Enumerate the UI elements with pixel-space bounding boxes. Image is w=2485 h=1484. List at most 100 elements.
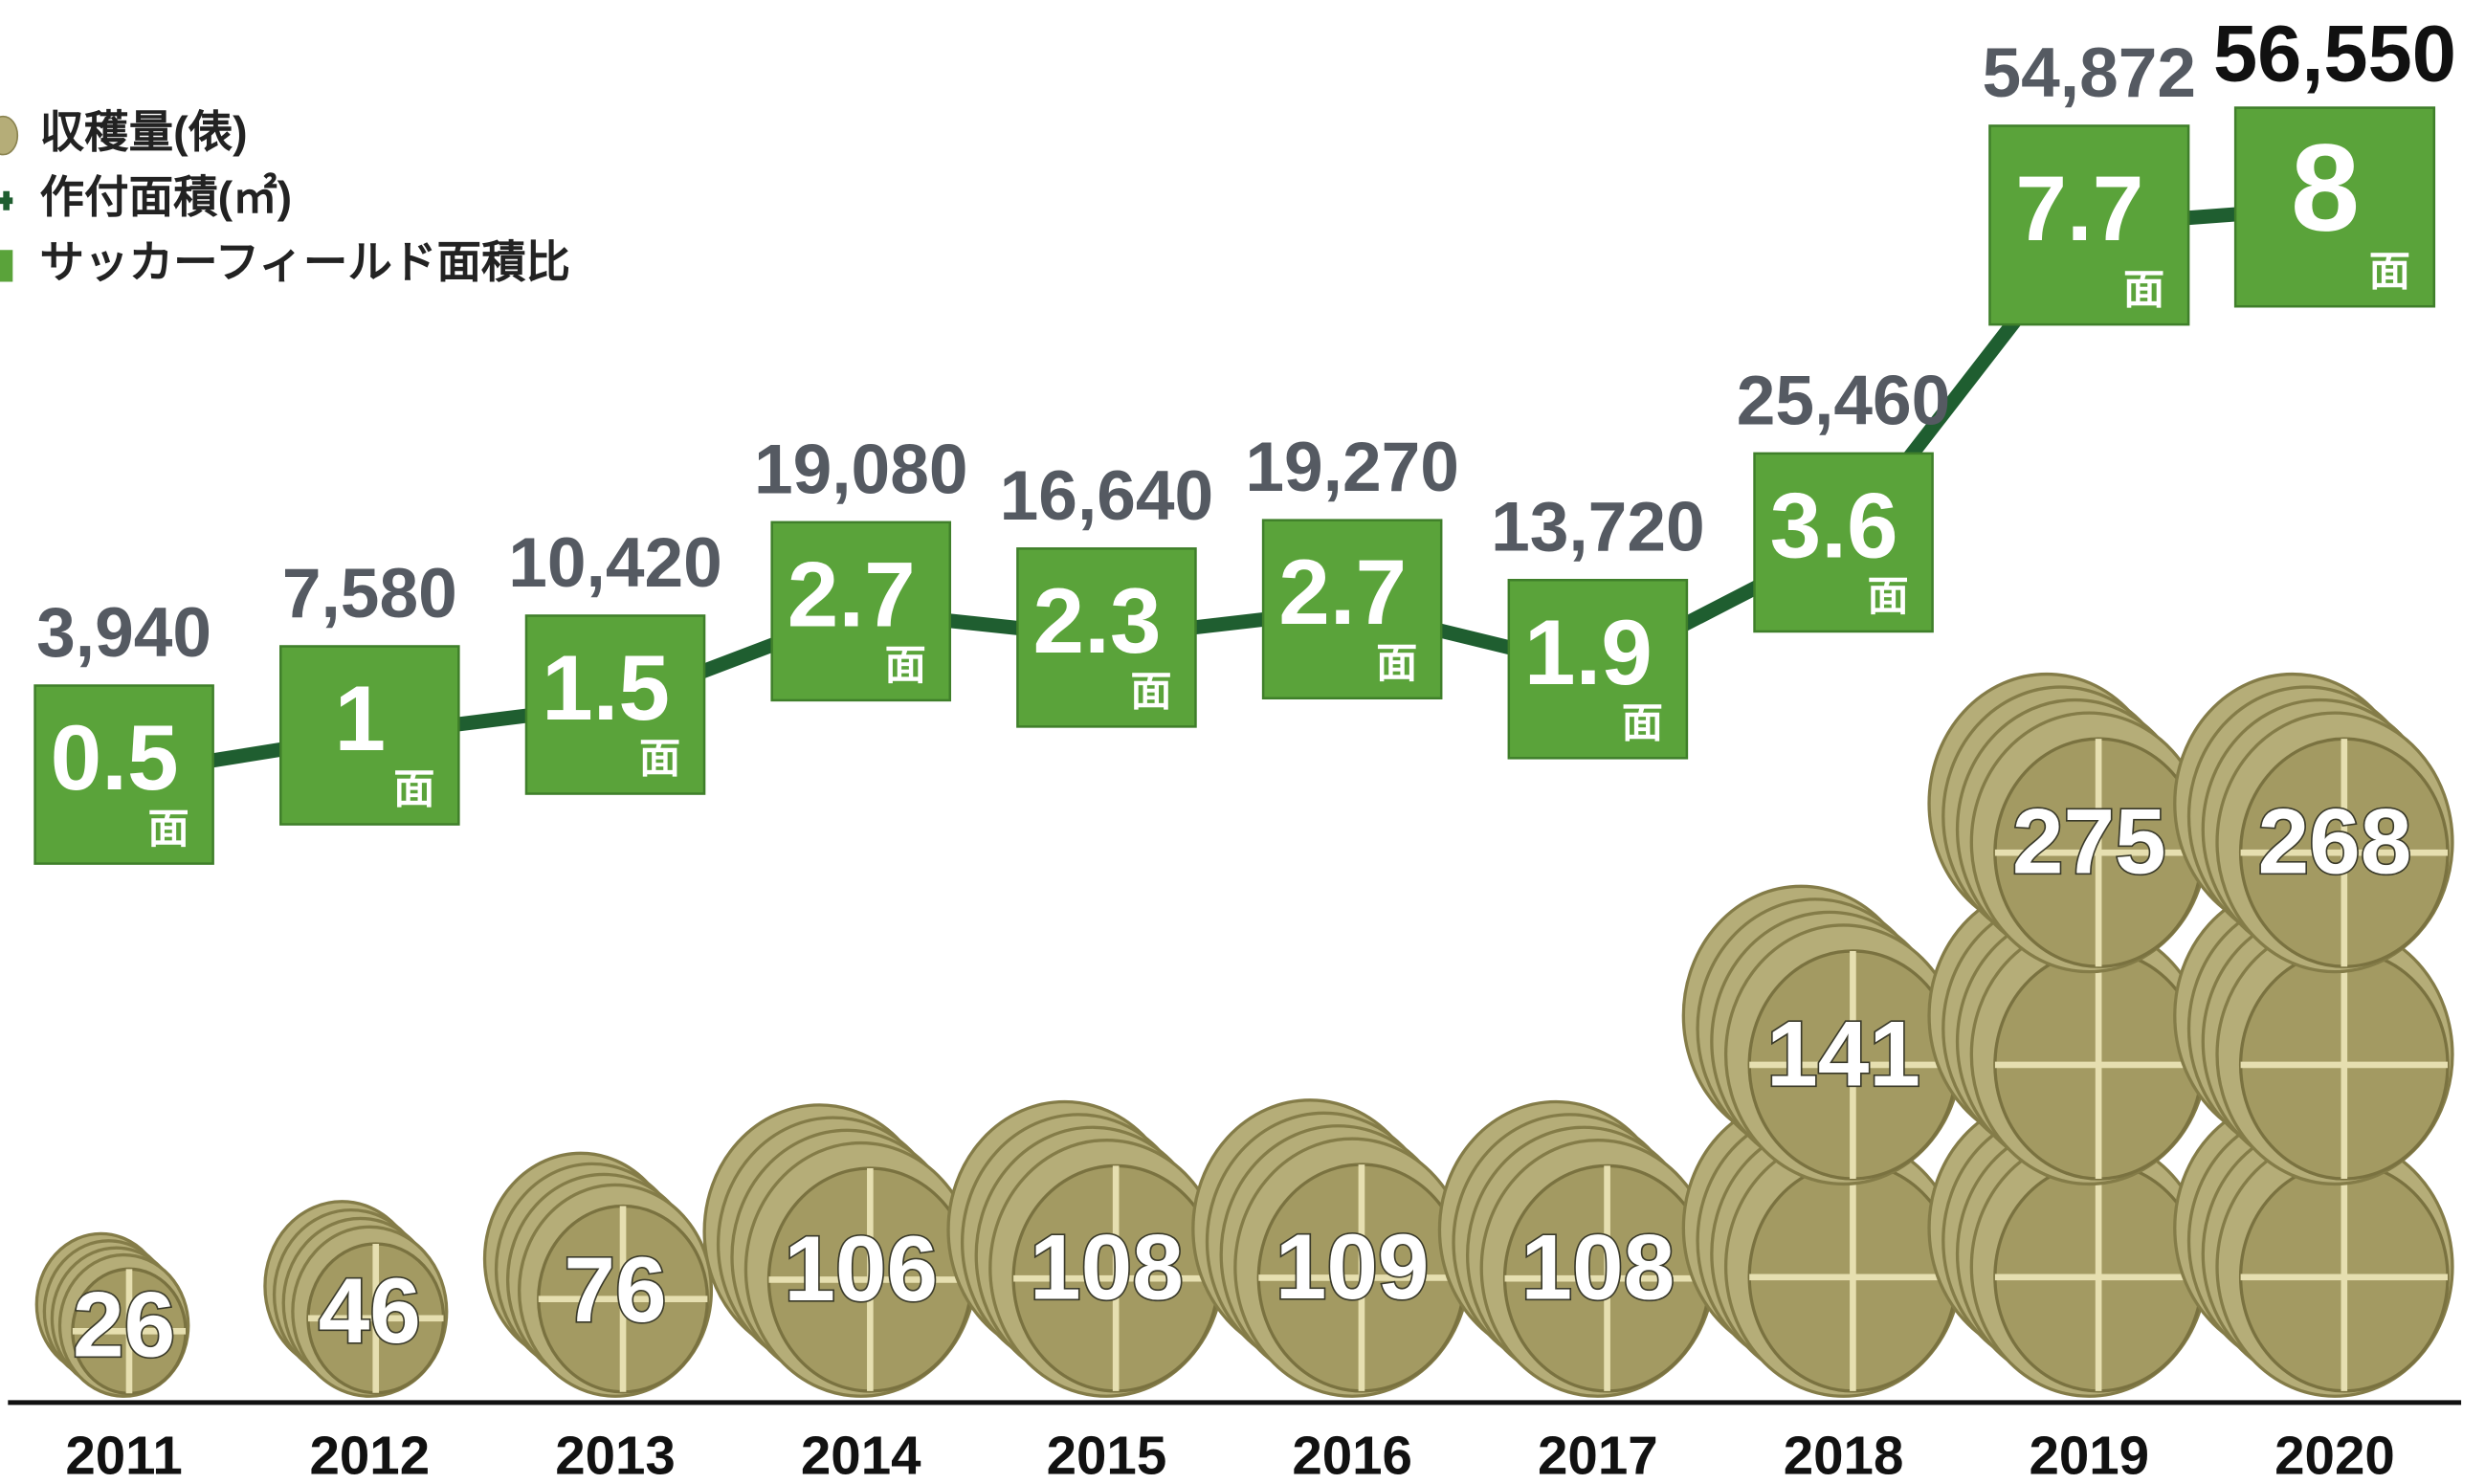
bale-rope xyxy=(2240,1163,2449,1391)
ratio-label: 3.6 xyxy=(1770,475,1898,577)
bale-rope xyxy=(1013,1165,1219,1391)
bale-rope xyxy=(2240,739,2449,967)
bale-rope xyxy=(307,1243,444,1393)
ratio-square xyxy=(1016,547,1197,728)
area-label: 10,420 xyxy=(508,524,722,602)
x-tick-label: 2015 xyxy=(1047,1426,1167,1484)
bale xyxy=(34,1231,190,1398)
bale-stack xyxy=(1437,1099,1717,1398)
bale-rope xyxy=(1994,1163,2203,1391)
ratio-unit: 面 xyxy=(2123,267,2164,313)
ratio-label: 2.7 xyxy=(1278,542,1407,644)
bale-rope xyxy=(1749,950,1957,1180)
bale-rope xyxy=(1749,1163,1957,1391)
area-label: 3,940 xyxy=(36,594,211,672)
ratio-label: 2.7 xyxy=(788,543,916,646)
harvest-label: 106 xyxy=(784,1218,938,1320)
bale-stack xyxy=(482,1151,714,1398)
legend-label: サッカーフィールド面積比 xyxy=(40,237,570,287)
legend-icon-line xyxy=(0,190,13,210)
ratio-square xyxy=(1261,519,1443,700)
area-label: 7,580 xyxy=(282,555,457,632)
ratio-square xyxy=(279,645,460,826)
area-label: 13,720 xyxy=(1491,489,1705,566)
harvest-label: 275 xyxy=(2012,790,2166,893)
bale xyxy=(263,1200,449,1398)
ratio-unit: 面 xyxy=(148,807,189,853)
bale xyxy=(1437,1099,1717,1398)
ratio-label: 1.5 xyxy=(542,637,670,740)
harvest-label: 76 xyxy=(564,1239,666,1341)
bale-rope xyxy=(768,1168,972,1391)
bale xyxy=(1927,884,2208,1186)
bale xyxy=(702,1103,978,1398)
ratio-square xyxy=(33,684,214,865)
bale xyxy=(1927,672,2208,974)
bale-stack xyxy=(1191,1098,1472,1398)
ratio-square xyxy=(1988,124,2190,326)
bale-stack xyxy=(702,1103,978,1398)
ratio-square xyxy=(524,614,706,795)
bale-rope xyxy=(1994,739,2203,967)
ratio-square xyxy=(770,521,952,702)
x-tick-label: 2013 xyxy=(555,1426,676,1484)
bale xyxy=(1681,884,1964,1186)
area-label: 16,640 xyxy=(1000,457,1214,535)
area-label: 25,460 xyxy=(1737,362,1951,439)
ratio-unit: 面 xyxy=(2369,249,2410,295)
x-tick-label: 2014 xyxy=(801,1426,921,1484)
ratio-label: 8 xyxy=(2291,120,2360,257)
bale-stack xyxy=(1681,884,1964,1398)
x-tick-label: 2012 xyxy=(309,1426,430,1484)
bale-rope xyxy=(1994,950,2203,1180)
legend-label: 収穫量(俵) xyxy=(40,107,248,157)
bale-rope xyxy=(1258,1164,1465,1391)
harvest-label: 108 xyxy=(1030,1217,1184,1319)
area-label: 19,080 xyxy=(754,431,968,508)
harvest-label: 26 xyxy=(73,1274,175,1376)
ratio-label: 0.5 xyxy=(51,707,179,809)
bale-rope xyxy=(1504,1165,1710,1391)
bale-stack xyxy=(263,1200,449,1398)
x-tick-label: 2011 xyxy=(65,1426,183,1484)
bale xyxy=(946,1099,1225,1398)
harvest-label: 268 xyxy=(2258,790,2412,893)
bale-stack xyxy=(1927,672,2208,1398)
ratio-label: 2.3 xyxy=(1032,570,1161,673)
harvest-label: 46 xyxy=(319,1260,421,1362)
ratio-unit: 面 xyxy=(393,767,434,813)
harvest-label: 109 xyxy=(1276,1216,1430,1318)
x-tick-label: 2017 xyxy=(1538,1426,1658,1484)
ratio-square xyxy=(1753,452,1934,633)
x-tick-label: 2018 xyxy=(1784,1426,1904,1484)
ratio-unit: 面 xyxy=(1622,701,1663,747)
x-tick-label: 2019 xyxy=(2029,1426,2149,1484)
bale-stack xyxy=(946,1099,1225,1398)
bale xyxy=(1681,1096,1964,1398)
bale-rope xyxy=(2240,950,2449,1180)
bale xyxy=(1191,1098,1472,1398)
bale xyxy=(1927,1096,2208,1398)
bale xyxy=(482,1151,714,1398)
legend-icon-bale xyxy=(0,115,19,156)
ratio-unit: 面 xyxy=(885,643,926,689)
bale-stack xyxy=(2173,672,2454,1398)
ratio-square xyxy=(2233,106,2436,308)
area-label: 54,872 xyxy=(1982,34,2196,112)
ratio-unit: 面 xyxy=(1130,670,1171,716)
ratio-unit: 面 xyxy=(639,737,680,783)
x-tick-label: 2020 xyxy=(2274,1426,2395,1484)
ratio-unit: 面 xyxy=(1376,641,1417,687)
area-label: 19,270 xyxy=(1245,429,1459,506)
ratio-label: 7.7 xyxy=(2015,158,2143,260)
bale-rope xyxy=(72,1269,187,1394)
ratio-square xyxy=(1507,579,1689,760)
harvest-label: 108 xyxy=(1520,1217,1675,1319)
ratio-label: 1.9 xyxy=(1524,602,1653,704)
harvest-label: 141 xyxy=(1766,1003,1920,1105)
legend-label: 作付面積(㎡) xyxy=(40,172,293,222)
x-tick-label: 2016 xyxy=(1292,1426,1412,1484)
legend-icon-square xyxy=(0,250,13,282)
area-line xyxy=(122,199,2336,782)
